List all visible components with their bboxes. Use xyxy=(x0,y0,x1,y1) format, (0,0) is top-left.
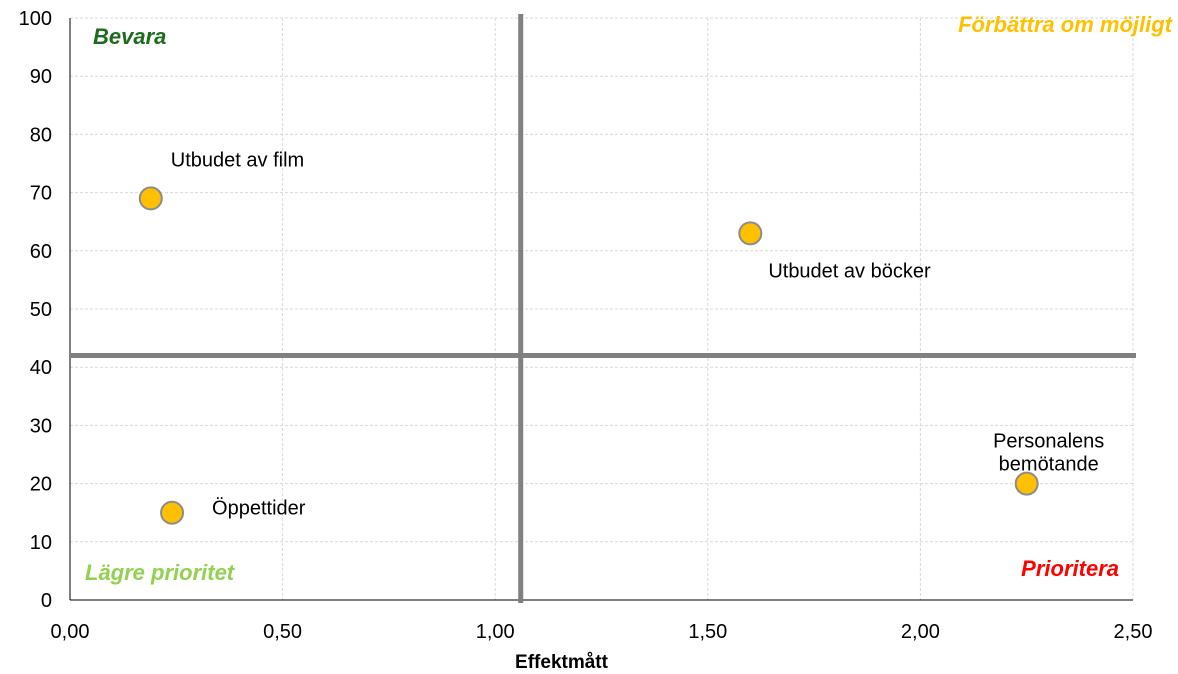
data-points: Utbudet av film Utbudet av böcker Öppettid… xyxy=(138,149,1104,525)
y-tick-label: 0 xyxy=(41,590,52,612)
quadrant-label-top-right: Förbättra om möjligt xyxy=(958,12,1174,37)
y-tick-label: 30 xyxy=(30,415,52,437)
axes xyxy=(69,18,1133,601)
data-point xyxy=(1014,471,1039,496)
x-axis-ticks: 0,00 0,50 1,00 1,50 2,00 2,50 xyxy=(51,621,1153,643)
quadrant-labels: Bevara Förbättra om möjligt Lägre priori… xyxy=(85,12,1174,585)
quadrant-label-bottom-left: Lägre prioritet xyxy=(85,560,236,585)
x-tick-label: 0,50 xyxy=(263,621,302,643)
x-tick-label: 2,50 xyxy=(1114,621,1153,643)
y-tick-label: 60 xyxy=(30,241,52,263)
y-axis-ticks: 0 10 20 30 40 50 60 70 80 90 100 xyxy=(19,8,52,612)
quadrant-label-bottom-right: Prioritera xyxy=(1021,556,1119,581)
x-axis-title: Effektmått xyxy=(515,652,609,673)
data-point xyxy=(738,221,763,246)
data-label: Öppettider xyxy=(212,498,306,520)
y-tick-label: 10 xyxy=(30,532,52,554)
quadrant-dividers xyxy=(70,14,1136,603)
y-tick-label: 50 xyxy=(30,299,52,321)
data-label: Utbudet av böcker xyxy=(768,260,931,282)
y-tick-label: 100 xyxy=(19,8,52,30)
quadrant-label-top-left: Bevara xyxy=(93,24,166,49)
x-tick-label: 0,00 xyxy=(51,621,90,643)
data-label: Personalens bemötande xyxy=(993,431,1104,476)
data-point xyxy=(138,186,163,211)
y-tick-label: 90 xyxy=(30,66,52,88)
y-tick-label: 40 xyxy=(30,357,52,379)
data-point xyxy=(160,500,185,525)
x-tick-label: 1,50 xyxy=(688,621,727,643)
y-tick-label: 80 xyxy=(30,124,52,146)
x-tick-label: 2,00 xyxy=(901,621,940,643)
data-label: Utbudet av film xyxy=(171,149,304,171)
y-tick-label: 70 xyxy=(30,183,52,205)
x-tick-label: 1,00 xyxy=(476,621,515,643)
y-tick-label: 20 xyxy=(30,474,52,496)
grid xyxy=(70,17,1134,600)
